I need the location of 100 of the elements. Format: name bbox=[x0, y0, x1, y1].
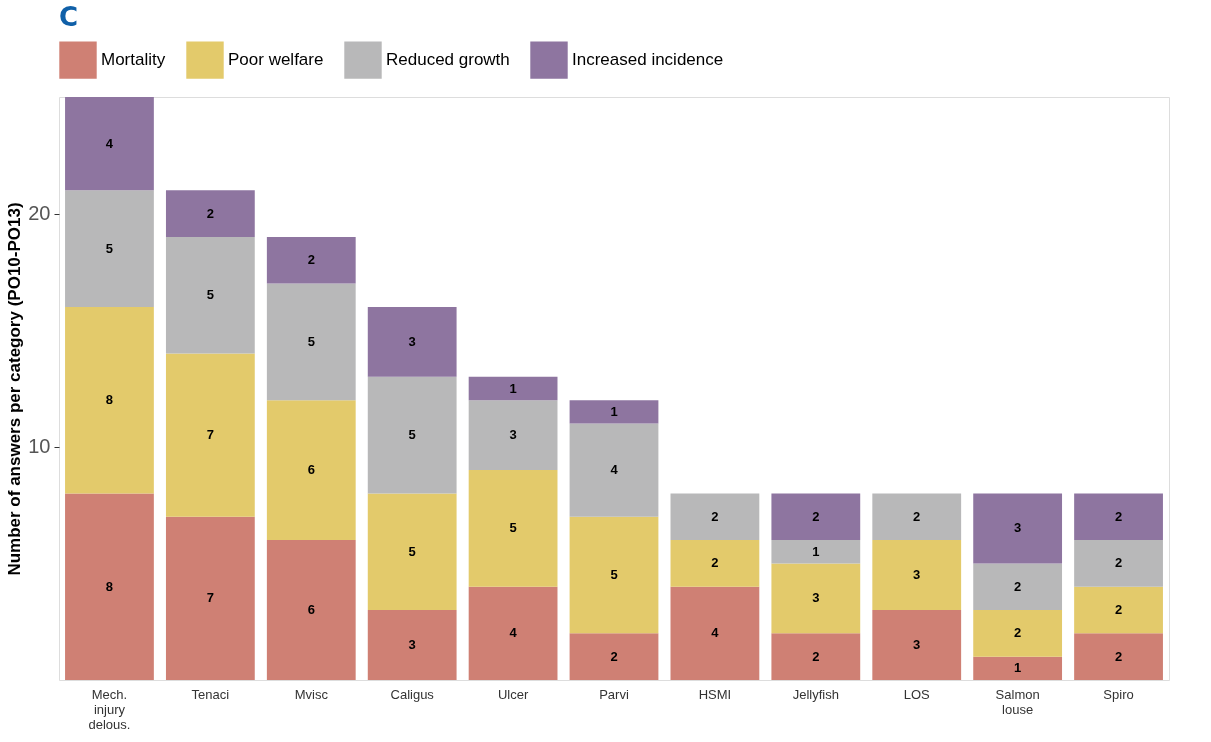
bar bbox=[973, 656, 1063, 680]
data-label: 5 bbox=[408, 543, 416, 559]
bar bbox=[367, 376, 457, 494]
data-label: 2 bbox=[812, 648, 820, 664]
bar bbox=[872, 493, 962, 541]
data-label: 4 bbox=[610, 462, 619, 478]
bar bbox=[771, 633, 861, 680]
bar bbox=[266, 540, 356, 680]
y-axis-title: Number of answers per category (PO10-PO13) bbox=[5, 202, 25, 576]
x-tick-label: Parvi bbox=[599, 686, 629, 702]
x-tick-label: HSMI bbox=[698, 686, 732, 702]
bar bbox=[569, 400, 659, 424]
bar bbox=[1074, 586, 1163, 634]
x-tick-label: LOS bbox=[903, 686, 931, 702]
legend-label: Poor welfare bbox=[228, 50, 324, 70]
data-label: 2 bbox=[206, 205, 214, 221]
bar bbox=[65, 190, 154, 307]
data-label: 3 bbox=[509, 427, 517, 443]
bar bbox=[266, 400, 356, 541]
bar bbox=[771, 563, 861, 634]
data-label: 2 bbox=[1114, 508, 1123, 524]
data-label: 3 bbox=[408, 637, 416, 653]
bar bbox=[367, 306, 457, 377]
bar bbox=[165, 236, 255, 354]
data-label: 2 bbox=[1114, 555, 1123, 571]
bar bbox=[65, 97, 154, 191]
data-label: 5 bbox=[307, 333, 315, 349]
bar bbox=[771, 493, 861, 541]
data-label: 2 bbox=[1114, 648, 1123, 664]
bar bbox=[165, 190, 255, 237]
bar bbox=[1074, 540, 1163, 587]
bar bbox=[569, 516, 659, 634]
legend-label: Mortality bbox=[101, 50, 166, 70]
data-label: 2 bbox=[1014, 578, 1022, 594]
bar bbox=[872, 540, 962, 611]
bar bbox=[468, 376, 558, 401]
bar bbox=[973, 493, 1063, 564]
x-tick-label: Mvisc bbox=[294, 686, 329, 702]
bar bbox=[771, 540, 861, 564]
legend-label: Increased incidence bbox=[572, 50, 724, 70]
bar bbox=[670, 540, 760, 587]
data-label: 3 bbox=[408, 333, 416, 349]
data-label: 2 bbox=[610, 648, 618, 664]
data-label: 4 bbox=[711, 625, 720, 641]
data-label: 2 bbox=[913, 508, 921, 524]
bar bbox=[569, 423, 659, 517]
x-tick-label: Tenaci bbox=[191, 686, 230, 702]
data-label: 1 bbox=[1014, 660, 1022, 676]
bar bbox=[468, 470, 558, 587]
legend-label: Reduced growth bbox=[386, 50, 510, 70]
data-label: 7 bbox=[206, 590, 214, 606]
bar bbox=[973, 610, 1063, 657]
x-tick-label: Ulcer bbox=[497, 686, 529, 702]
data-label: 4 bbox=[105, 135, 114, 151]
y-tick-label: 10 bbox=[28, 435, 51, 458]
bar bbox=[1074, 493, 1163, 541]
data-label: 6 bbox=[307, 602, 315, 618]
data-label: 1 bbox=[610, 403, 618, 419]
data-label: 2 bbox=[1114, 602, 1123, 618]
data-label: 2 bbox=[711, 508, 719, 524]
chart-title: C bbox=[59, 2, 79, 32]
data-label: 3 bbox=[913, 567, 921, 583]
bar bbox=[266, 236, 356, 284]
data-label: 2 bbox=[307, 252, 315, 268]
data-label: 3 bbox=[812, 590, 820, 606]
data-label: 3 bbox=[913, 637, 921, 653]
bar bbox=[165, 516, 255, 680]
data-label: 5 bbox=[206, 287, 214, 303]
bar bbox=[872, 610, 962, 680]
bar bbox=[266, 283, 356, 401]
data-label: 5 bbox=[105, 240, 114, 256]
data-label: 2 bbox=[1014, 625, 1022, 641]
data-label: 4 bbox=[509, 625, 518, 641]
bar bbox=[165, 353, 255, 517]
bar bbox=[468, 586, 558, 680]
x-tick-label: Caligus bbox=[390, 686, 435, 702]
data-label: 5 bbox=[509, 520, 517, 536]
data-label: 6 bbox=[307, 462, 315, 478]
data-label: 7 bbox=[206, 427, 214, 443]
data-label: 8 bbox=[105, 392, 114, 408]
x-tick-label: Mech. injury delous. bbox=[88, 686, 131, 732]
bar bbox=[569, 633, 659, 680]
bar bbox=[670, 586, 760, 680]
data-label: 5 bbox=[408, 427, 416, 443]
bar bbox=[367, 493, 457, 611]
data-label: 1 bbox=[509, 380, 517, 396]
x-tick-label: Jellyfish bbox=[792, 686, 839, 702]
bar bbox=[670, 493, 760, 541]
data-label: 1 bbox=[812, 543, 820, 559]
bar bbox=[65, 493, 154, 680]
data-label: 2 bbox=[711, 555, 719, 571]
bar bbox=[1074, 633, 1163, 680]
bar bbox=[973, 563, 1063, 611]
bar bbox=[367, 610, 457, 680]
data-label: 5 bbox=[610, 567, 618, 583]
bar bbox=[65, 306, 154, 494]
x-tick-label: Salmon louse bbox=[995, 686, 1040, 717]
x-tick-label: Spiro bbox=[1103, 686, 1134, 702]
bar bbox=[468, 400, 558, 471]
y-tick-label: 20 bbox=[28, 202, 51, 225]
